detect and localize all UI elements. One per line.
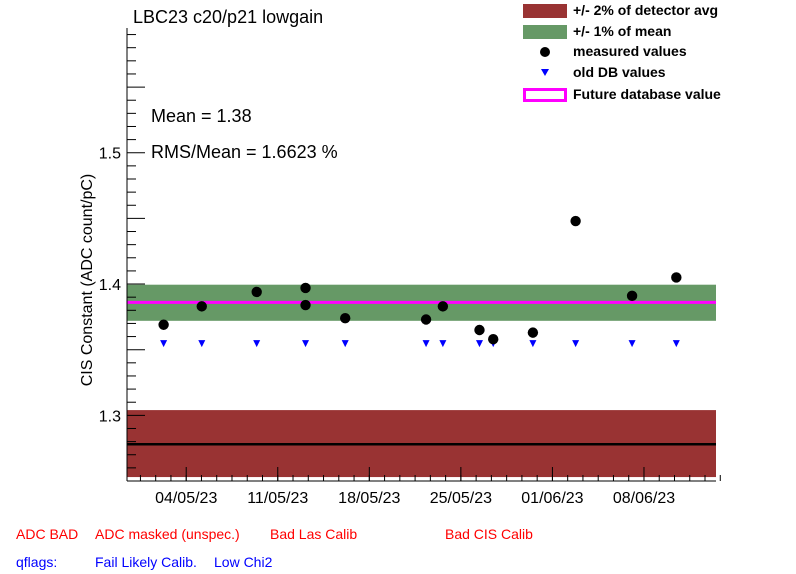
legend-label-measured: measured values — [573, 43, 687, 59]
y-tick-label: 1.5 — [99, 146, 121, 163]
legend-marker-old-db — [541, 69, 549, 76]
legend-entry-future-db: Future database value — [521, 85, 796, 105]
flag-low-chi2: Low Chi2 — [214, 554, 273, 570]
legend-marker-measured — [540, 47, 550, 57]
measured-point — [626, 290, 638, 302]
x-tick-label: 04/05/23 — [155, 490, 217, 507]
measured-point — [671, 272, 682, 283]
legend-label-old-db: old DB values — [573, 64, 666, 80]
measured-point — [196, 301, 207, 312]
legend-label-mean-band: +/- 1% of mean — [573, 23, 672, 39]
legend-label-future-db: Future database value — [573, 86, 721, 102]
legend: +/- 2% of detector avg +/- 1% of mean me… — [521, 0, 796, 108]
y-axis-label: CIS Constant (ADC count/pC) — [79, 173, 96, 387]
y-tick-label: 1.4 — [99, 277, 121, 294]
measured-point — [527, 327, 539, 338]
legend-entry-measured: measured values — [521, 42, 796, 62]
measured-point — [474, 324, 485, 336]
measured-point — [570, 215, 581, 227]
measured-point — [488, 333, 499, 345]
old-db-point — [302, 340, 310, 348]
old-db-point — [439, 340, 447, 348]
flag-fail-likely: Fail Likely Calib. — [95, 554, 197, 570]
legend-swatch-detector-avg — [523, 4, 567, 18]
legend-swatch-future-db — [523, 88, 567, 102]
rms-stat: RMS/Mean = 1.6623 % — [151, 142, 338, 162]
x-tick-label: 25/05/23 — [430, 490, 492, 507]
legend-swatch-mean-band — [523, 25, 567, 39]
old-db-point — [160, 340, 168, 348]
x-tick-label: 18/05/23 — [338, 490, 400, 507]
flag-adc-masked: ADC masked (unspec.) — [95, 526, 240, 542]
old-db-point — [572, 340, 580, 348]
measured-point — [300, 299, 311, 311]
legend-label-detector-avg: +/- 2% of detector avg — [573, 2, 719, 18]
measured-point — [420, 314, 432, 325]
old-db-point — [198, 340, 206, 348]
legend-entry-mean-band: +/- 1% of mean — [521, 22, 796, 42]
old-db-point — [628, 340, 636, 348]
chart-title: LBC23 c20/p21 lowgain — [133, 7, 324, 27]
old-db-point — [529, 340, 537, 348]
x-tick-label: 01/06/23 — [521, 490, 583, 507]
x-tick-label: 08/06/23 — [613, 490, 675, 507]
flag-adc-bad: ADC BAD — [16, 526, 79, 542]
measured-point — [251, 286, 262, 298]
y-tick-label: 1.3 — [99, 408, 121, 425]
measured-point — [158, 319, 169, 330]
flag-qflags: qflags: — [16, 554, 58, 570]
old-db-point — [253, 340, 261, 348]
mean-stat: Mean = 1.38 — [151, 106, 252, 126]
old-db-point — [475, 340, 483, 348]
measured-point — [340, 312, 351, 324]
old-db-point — [422, 340, 430, 348]
old-db-point — [341, 340, 349, 348]
legend-entry-old-db: old DB values — [521, 63, 796, 83]
legend-entry-detector-avg: +/- 2% of detector avg — [521, 1, 796, 21]
flag-bad-cis: Bad CIS Calib — [445, 526, 533, 542]
old-db-point — [672, 340, 680, 348]
x-tick-label: 11/05/23 — [247, 490, 308, 507]
flag-bad-las: Bad Las Calib — [270, 526, 358, 542]
measured-point — [300, 282, 311, 294]
measured-point — [437, 301, 449, 312]
